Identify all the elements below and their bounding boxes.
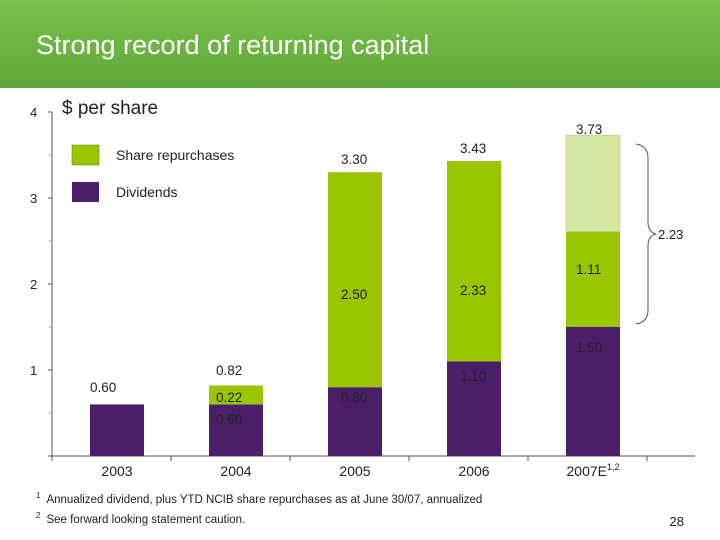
estimate-annotation: 2.23 xyxy=(658,227,683,242)
x-tick-label-2005: 2005 xyxy=(339,463,370,479)
plot-area: 1 2 3 4 2003 2004 2005 2006 2007E1,2 0.60 0.82 0.22… xyxy=(30,105,648,479)
y-axis-unit-label: $ per share xyxy=(62,98,159,119)
legend-swatch-repurchases xyxy=(71,144,100,166)
y-tick-label-4: 4 xyxy=(30,105,37,120)
bar-2003-dividends xyxy=(90,404,144,456)
bar-2004-dividends xyxy=(209,404,263,456)
data-label-2007E-total: 3.73 xyxy=(576,122,602,137)
y-tick-label-2: 2 xyxy=(30,277,37,292)
bar-2004-share-repurchases xyxy=(209,385,263,405)
slide-title: Strong record of returning capital xyxy=(36,30,430,60)
x-tick-label-superscript: 1,2 xyxy=(607,462,620,472)
estimate-brace-right xyxy=(635,143,657,325)
x-tick-label-2006: 2006 xyxy=(458,463,489,479)
bar-2005-dividends xyxy=(328,387,382,456)
data-label-2007E-repurchase: 1.11 xyxy=(576,262,601,277)
data-label-2006-dividend: 1.10 xyxy=(460,369,486,384)
x-tick-label-2007E: 2007E1,2 xyxy=(567,462,620,479)
footnote-1-text: Annualized dividend, plus YTD NCIB share… xyxy=(46,493,483,506)
title-banner: Strong record of returning capital xyxy=(0,0,720,88)
data-label-2005-dividend: 0.80 xyxy=(341,390,367,405)
data-label-2007E-dividend: 1.50 xyxy=(576,340,602,355)
y-tick-label-3: 3 xyxy=(30,191,37,206)
footnote-2-text: See forward looking statement caution. xyxy=(46,513,246,526)
footnote-2-marker: 2 xyxy=(36,510,41,520)
footnote-2: 2 See forward looking statement caution. xyxy=(36,508,482,528)
bar-2006-dividends xyxy=(447,361,501,456)
bar-2005-share-repurchases xyxy=(328,172,382,388)
y-tick-label-1: 1 xyxy=(30,363,37,378)
footnote-1: 1 Annualized dividend, plus YTD NCIB shar… xyxy=(36,488,482,508)
footnotes: 1 Annualized dividend, plus YTD NCIB shar… xyxy=(36,488,482,528)
data-label-2006-total: 3.43 xyxy=(460,141,486,156)
bar-2007E-dividends xyxy=(566,327,620,456)
data-label-2006-repurchase: 2.33 xyxy=(460,283,486,298)
x-tick-label-2004: 2004 xyxy=(220,463,251,479)
legend-label-dividends: Dividends xyxy=(116,184,177,200)
data-label-2004-dividend: 0.60 xyxy=(216,412,242,427)
data-label-2004-repurchase: 0.22 xyxy=(216,390,242,405)
data-label-2005-repurchase: 2.50 xyxy=(341,287,367,302)
data-label-2003-dividend: 0.60 xyxy=(90,380,116,395)
footnote-1-marker: 1 xyxy=(36,491,41,500)
legend-swatch-dividends xyxy=(72,182,99,202)
bar-2007E-annualized-estimate xyxy=(565,134,621,232)
bar-2006-share-repurchases xyxy=(447,161,501,362)
data-label-2005-total: 3.30 xyxy=(341,152,367,167)
x-tick-label-2003: 2003 xyxy=(101,463,132,479)
legend-label-repurchases: Share repurchases xyxy=(116,147,234,163)
page-number: 28 xyxy=(669,514,684,529)
bar-2007E-share-repurchases xyxy=(566,231,620,327)
stacked-bar-chart: Share repurchases Dividends 2.23 1 2 3 4 200… xyxy=(30,105,695,479)
data-label-2004-total: 0.82 xyxy=(216,363,242,378)
